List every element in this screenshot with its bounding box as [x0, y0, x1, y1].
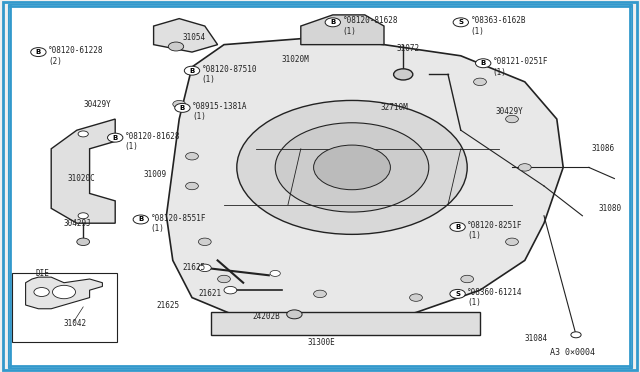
Circle shape [34, 288, 49, 296]
Text: 31020M: 31020M [282, 55, 309, 64]
Circle shape [237, 100, 467, 234]
Circle shape [506, 115, 518, 123]
Text: B: B [113, 135, 118, 141]
Text: 31020C: 31020C [67, 174, 95, 183]
Text: 21621: 21621 [198, 289, 221, 298]
Text: °08120-61228
(2): °08120-61228 (2) [48, 46, 104, 65]
Text: °08120-81628
(1): °08120-81628 (1) [342, 16, 398, 36]
Text: °08120-87510
(1): °08120-87510 (1) [202, 65, 257, 84]
Text: 31086: 31086 [592, 144, 615, 153]
Text: 31300E: 31300E [307, 338, 335, 347]
Circle shape [133, 215, 148, 224]
Circle shape [453, 18, 468, 27]
Text: S: S [458, 19, 463, 25]
Polygon shape [211, 312, 480, 335]
Circle shape [184, 66, 200, 75]
Circle shape [175, 103, 190, 112]
Text: 31084: 31084 [525, 334, 548, 343]
Text: B: B [330, 19, 335, 25]
Circle shape [506, 238, 518, 246]
Circle shape [275, 123, 429, 212]
Text: °08363-6162B
(1): °08363-6162B (1) [470, 16, 526, 36]
Text: B: B [180, 105, 185, 111]
Circle shape [168, 42, 184, 51]
Circle shape [77, 238, 90, 246]
Text: 31054: 31054 [182, 33, 205, 42]
Text: °08120-8551F
(1): °08120-8551F (1) [150, 214, 206, 233]
Circle shape [224, 286, 237, 294]
Circle shape [78, 213, 88, 219]
Polygon shape [166, 37, 563, 327]
Circle shape [287, 310, 302, 319]
Text: 21625: 21625 [157, 301, 180, 310]
Text: °08120-81628
(1): °08120-81628 (1) [125, 132, 180, 151]
Circle shape [394, 69, 413, 80]
Text: B: B [481, 60, 486, 66]
Circle shape [186, 182, 198, 190]
Text: DIE: DIE [35, 269, 49, 278]
FancyBboxPatch shape [8, 4, 632, 368]
FancyBboxPatch shape [12, 273, 117, 342]
Text: 30429Y: 30429Y [83, 100, 111, 109]
Text: 31009: 31009 [144, 170, 167, 179]
Circle shape [31, 48, 46, 57]
Text: 30429J: 30429J [64, 219, 92, 228]
Circle shape [325, 18, 340, 27]
Text: 31080: 31080 [598, 204, 621, 213]
Text: B: B [36, 49, 41, 55]
Circle shape [198, 264, 211, 272]
Text: A3 0×0004: A3 0×0004 [550, 348, 595, 357]
Text: 24202B: 24202B [253, 312, 280, 321]
Circle shape [78, 131, 88, 137]
Text: B: B [138, 217, 143, 222]
Polygon shape [154, 19, 218, 52]
Circle shape [52, 285, 76, 299]
Polygon shape [51, 119, 115, 223]
Circle shape [450, 289, 465, 298]
Text: S: S [455, 291, 460, 297]
Circle shape [450, 222, 465, 231]
Circle shape [474, 78, 486, 86]
Circle shape [270, 270, 280, 276]
Text: 31042: 31042 [64, 319, 87, 328]
Text: °08915-1381A
(1): °08915-1381A (1) [192, 102, 248, 121]
Text: B: B [455, 224, 460, 230]
Polygon shape [301, 15, 384, 45]
Text: °08360-61214
(1): °08360-61214 (1) [467, 288, 523, 307]
Text: 21625: 21625 [182, 263, 205, 272]
Text: °08120-8251F
(1): °08120-8251F (1) [467, 221, 523, 240]
Circle shape [173, 100, 186, 108]
Circle shape [108, 133, 123, 142]
Text: °08121-0251F
(1): °08121-0251F (1) [493, 57, 548, 77]
Circle shape [186, 153, 198, 160]
Text: B: B [189, 68, 195, 74]
Text: 30429Y: 30429Y [496, 107, 524, 116]
Circle shape [461, 275, 474, 283]
Circle shape [314, 290, 326, 298]
Circle shape [218, 275, 230, 283]
Circle shape [476, 59, 491, 68]
Circle shape [518, 164, 531, 171]
Text: 32710M: 32710M [381, 103, 408, 112]
Text: 31072: 31072 [397, 44, 420, 53]
Circle shape [314, 145, 390, 190]
Circle shape [410, 294, 422, 301]
Circle shape [198, 238, 211, 246]
Circle shape [571, 332, 581, 338]
Polygon shape [26, 277, 102, 309]
